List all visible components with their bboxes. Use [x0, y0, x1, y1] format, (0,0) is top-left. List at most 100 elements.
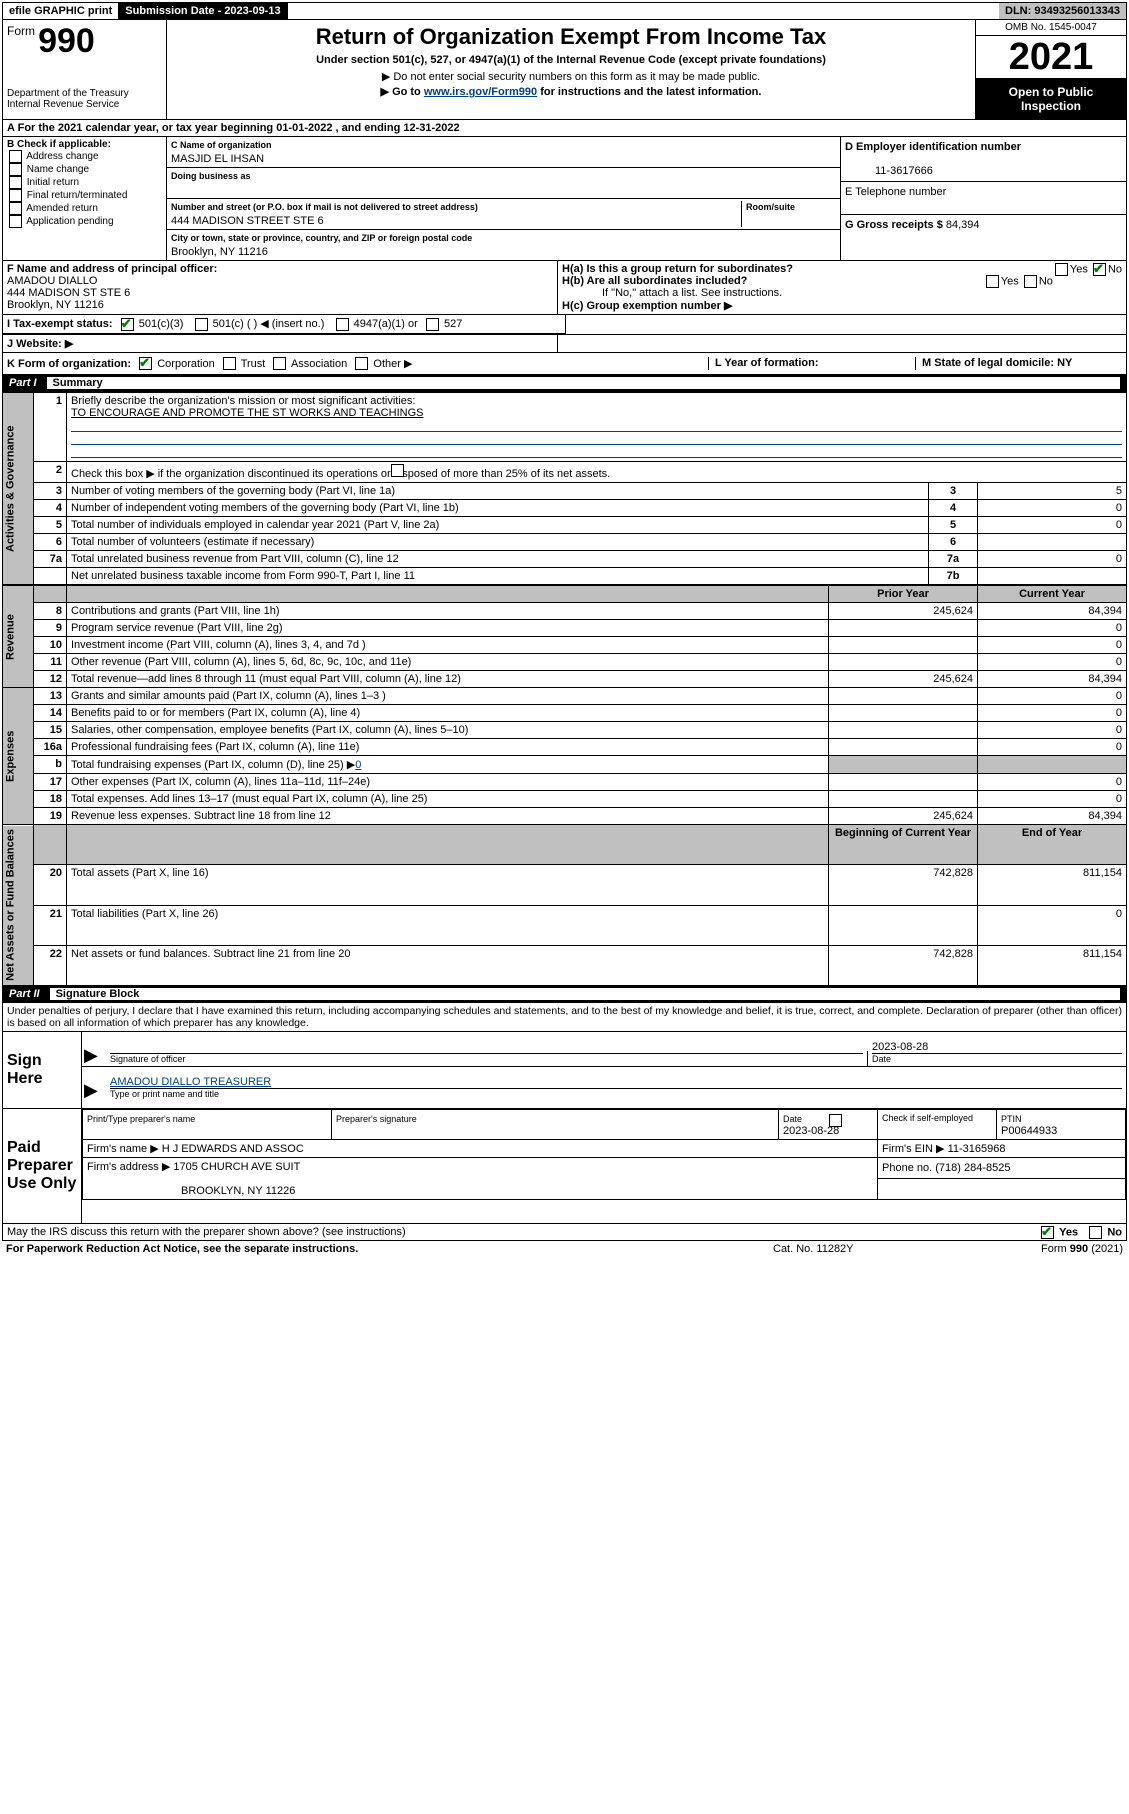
- chk-501c3[interactable]: [121, 318, 134, 331]
- box-f-label: F Name and address of principal officer:: [7, 263, 217, 275]
- note2-pre: ▶ Go to: [381, 86, 424, 98]
- c-addr-label: Number and street (or P.O. box if mail i…: [171, 202, 478, 212]
- box-b: B Check if applicable: Address change Na…: [3, 137, 167, 260]
- chk-ha-no[interactable]: [1093, 263, 1106, 276]
- box-g: G Gross receipts $ 84,394: [841, 215, 1126, 235]
- firm-ein: 11-3165968: [948, 1143, 1006, 1155]
- chk-final-return[interactable]: [9, 189, 22, 202]
- yes-label-3: Yes: [1059, 1226, 1078, 1238]
- preparer-table: Print/Type preparer's name Preparer's si…: [82, 1109, 1126, 1200]
- form-word: Form: [7, 24, 35, 38]
- form-note1: ▶ Do not enter social security numbers o…: [171, 70, 971, 83]
- form990-link[interactable]: www.irs.gov/Form990: [424, 86, 537, 98]
- efile-button[interactable]: efile GRAPHIC print: [3, 3, 119, 19]
- line-j: J Website: ▶: [3, 335, 558, 352]
- chk-4947[interactable]: [336, 318, 349, 331]
- part1-label: Part I: [9, 377, 47, 389]
- chk-q2[interactable]: [391, 464, 404, 477]
- chk-assoc[interactable]: [273, 357, 286, 370]
- r17: Other expenses (Part IX, column (A), lin…: [67, 774, 829, 791]
- officer-addr2: Brooklyn, NY 11216: [7, 299, 104, 311]
- part2-header: Part II Signature Block: [2, 986, 1127, 1003]
- hdr-prior: Prior Year: [829, 586, 978, 603]
- omb-label: OMB No. 1545-0047: [976, 20, 1126, 36]
- opt-amended-return: Amended return: [26, 203, 98, 214]
- p9: [829, 620, 978, 637]
- q1-text: Briefly describe the organization's miss…: [71, 395, 415, 407]
- phone-label: Phone no.: [882, 1162, 932, 1174]
- yes-label: Yes: [1070, 263, 1088, 275]
- footer-right: Form 990 (2021): [973, 1243, 1123, 1255]
- sig-date-label: Date: [872, 1053, 1122, 1064]
- line-l-label: L Year of formation:: [715, 357, 819, 369]
- chk-application-pending[interactable]: [9, 215, 22, 228]
- page-footer: For Paperwork Reduction Act Notice, see …: [2, 1241, 1127, 1257]
- row-klm: K Form of organization: Corporation Trus…: [2, 353, 1127, 376]
- chk-501c[interactable]: [195, 318, 208, 331]
- submission-date-label: Submission Date - 2023-09-13: [125, 5, 280, 17]
- chk-amended-return[interactable]: [9, 202, 22, 215]
- chk-self-employed[interactable]: [829, 1114, 842, 1127]
- num-5: 5: [929, 517, 978, 534]
- p17: [829, 774, 978, 791]
- no-label: No: [1108, 263, 1122, 275]
- open-public-label: Open to Public Inspection: [976, 79, 1126, 119]
- chk-name-change[interactable]: [9, 163, 22, 176]
- p12: 245,624: [829, 671, 978, 688]
- chk-ha-yes[interactable]: [1055, 263, 1068, 276]
- box-d: D Employer identification number 11-3617…: [841, 137, 1126, 182]
- box-d-label: D Employer identification number: [845, 141, 1021, 153]
- mission-text: TO ENCOURAGE AND PROMOTE THE ST WORKS AN…: [71, 407, 423, 419]
- chk-527[interactable]: [426, 318, 439, 331]
- r20: Total assets (Part X, line 16): [67, 865, 829, 905]
- chk-hb-yes[interactable]: [986, 275, 999, 288]
- c13: 0: [978, 688, 1127, 705]
- paid-preparer-label: Paid Preparer Use Only: [3, 1109, 82, 1223]
- chk-discuss-no[interactable]: [1089, 1226, 1102, 1239]
- no-label-3: No: [1107, 1226, 1122, 1238]
- r19: Revenue less expenses. Subtract line 18 …: [67, 808, 829, 825]
- r12: Total revenue—add lines 8 through 11 (mu…: [67, 671, 829, 688]
- val-7b: [978, 568, 1127, 585]
- chk-other[interactable]: [355, 357, 368, 370]
- arrow-icon-2: ▶: [82, 1080, 106, 1101]
- sidetab-na: Net Assets or Fund Balances: [3, 825, 34, 986]
- p11: [829, 654, 978, 671]
- line-i: I Tax-exempt status: 501(c)(3) 501(c) ( …: [3, 315, 566, 334]
- r11: Other revenue (Part VIII, column (A), li…: [67, 654, 829, 671]
- c14: 0: [978, 705, 1127, 722]
- r16b-val[interactable]: 0: [355, 759, 361, 771]
- tax-year: 2021: [976, 36, 1126, 79]
- submission-date-button[interactable]: Submission Date - 2023-09-13: [119, 3, 287, 19]
- val-5: 0: [978, 517, 1127, 534]
- c16a: 0: [978, 739, 1127, 756]
- p10: [829, 637, 978, 654]
- chk-hb-no[interactable]: [1024, 275, 1037, 288]
- officer-name: AMADOU DIALLO: [7, 275, 97, 287]
- footer-left: For Paperwork Reduction Act Notice, see …: [6, 1243, 773, 1255]
- paid-preparer-block: Paid Preparer Use Only Print/Type prepar…: [2, 1109, 1127, 1224]
- box-b-title: B Check if applicable:: [7, 139, 111, 150]
- dln-cell: DLN: 93493256013343: [999, 3, 1126, 19]
- opt-initial-return: Initial return: [27, 177, 79, 188]
- p16a: [829, 739, 978, 756]
- c-name-label: C Name of organization: [171, 140, 272, 150]
- box-c: C Name of organization MASJID EL IHSAN D…: [167, 137, 840, 260]
- chk-discuss-yes[interactable]: [1041, 1226, 1054, 1239]
- chk-corp[interactable]: [139, 357, 152, 370]
- hdr-blank: [34, 586, 67, 603]
- chk-initial-return[interactable]: [9, 176, 22, 189]
- prep-sig-label: Preparer's signature: [336, 1114, 417, 1124]
- c22: 811,154: [978, 945, 1127, 985]
- chk-trust[interactable]: [223, 357, 236, 370]
- chk-address-change[interactable]: [9, 150, 22, 163]
- ln-4: 4: [34, 500, 67, 517]
- line-j-label: J Website: ▶: [7, 338, 73, 350]
- ln-1: 1: [34, 393, 67, 462]
- 527-label: 527: [444, 318, 462, 330]
- firm-name-label: Firm's name ▶: [87, 1143, 159, 1155]
- box-h: H(a) Is this a group return for subordin…: [558, 261, 1126, 314]
- officer-name-link[interactable]: AMADOU DIALLO TREASURER: [110, 1076, 271, 1088]
- line-k: K Form of organization: Corporation Trus…: [7, 357, 708, 371]
- no-label-2: No: [1039, 275, 1053, 287]
